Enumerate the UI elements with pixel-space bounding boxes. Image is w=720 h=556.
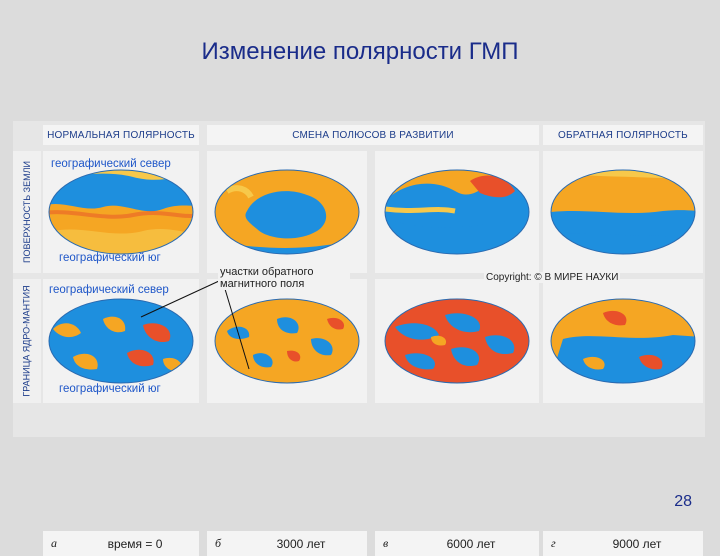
map-b-core: [214, 298, 360, 384]
map-c-core: [384, 298, 530, 384]
map-d-surface: [550, 169, 696, 255]
page-number: 28: [674, 493, 692, 510]
panel-time-b: 3000 лет: [276, 536, 326, 551]
panel-d-surface: [543, 151, 703, 273]
panel-time-d: 9000 лет: [612, 536, 662, 551]
reverse-field-annotation: участки обратного магнитного поля: [218, 266, 350, 290]
panel-c-core: [375, 279, 539, 403]
geo-north-label-core: географический север: [49, 284, 169, 296]
slide-title: Изменение полярности ГМП: [201, 38, 519, 65]
row-label-surface: ПОВЕРХНОСТЬ ЗЕМЛИ: [13, 151, 41, 273]
time-strip-d: г 9000 лет: [543, 531, 703, 556]
row-label-surface-text: ПОВЕРХНОСТЬ ЗЕМЛИ: [22, 161, 32, 263]
map-a-surface: [48, 169, 194, 255]
header-normal: НОРМАЛЬНАЯ ПОЛЯРНОСТЬ: [43, 125, 199, 145]
panel-b-surface: [207, 151, 367, 273]
panel-letter-c: в: [383, 536, 389, 550]
geo-south-label-core: географический юг: [59, 383, 161, 395]
row-label-core-mantle: ГРАНИЦА ЯДРО-МАНТИЯ: [13, 279, 41, 403]
panel-time-a: время = 0: [107, 536, 163, 551]
time-strip-c: в 6000 лет: [375, 531, 539, 556]
copyright-notice: Copyright: © В МИРЕ НАУКИ: [484, 272, 621, 283]
panel-letter-b: б: [215, 536, 222, 550]
map-b-surface: [214, 169, 360, 255]
panel-letter-d: г: [551, 536, 556, 550]
panel-a-core: [43, 279, 199, 403]
panel-letter-a: а: [51, 536, 57, 550]
map-d-core: [550, 298, 696, 384]
map-c-surface: [384, 169, 530, 255]
header-reverse: ОБРАТНАЯ ПОЛЯРНОСТЬ: [543, 125, 703, 145]
geo-north-label-surface: географический север: [51, 158, 171, 170]
panel-d-core: [543, 279, 703, 403]
row-label-core-mantle-text: ГРАНИЦА ЯДРО-МАНТИЯ: [22, 285, 32, 397]
time-strip-a: а время = 0: [43, 531, 199, 556]
panel-time-c: 6000 лет: [446, 536, 496, 551]
panel-c-surface: [375, 151, 539, 273]
header-shift: СМЕНА ПОЛЮСОВ В РАЗВИТИИ: [207, 125, 539, 145]
panel-a-surface: [43, 151, 199, 273]
geo-south-label-surface: географический юг: [59, 252, 161, 264]
panel-b-core: [207, 279, 367, 403]
time-strip-b: б 3000 лет: [207, 531, 367, 556]
